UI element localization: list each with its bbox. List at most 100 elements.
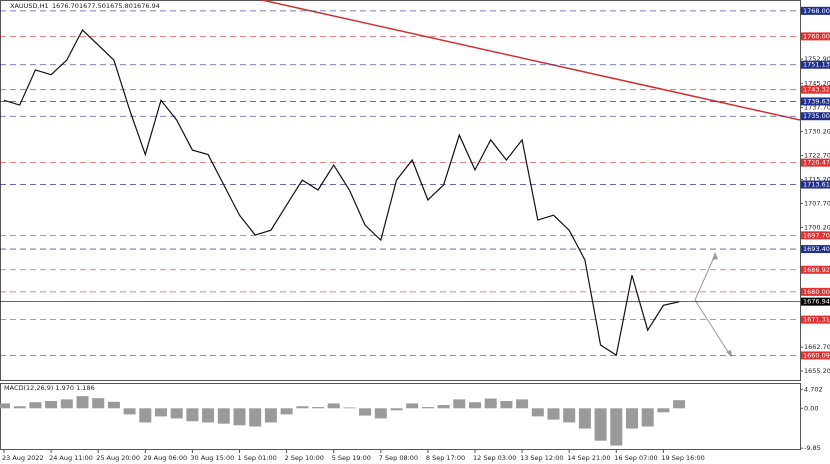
- level-label: 1768.00: [803, 7, 830, 15]
- macd-bar: [500, 401, 513, 409]
- y-tick-label: -9.85: [804, 444, 821, 452]
- forecast-arrow-down: [694, 299, 731, 356]
- quote-value: 1675.80: [106, 2, 133, 10]
- macd-bar: [13, 406, 26, 409]
- level-box: [801, 287, 830, 296]
- level-label: 1743.32: [803, 86, 830, 94]
- level-box: [801, 265, 830, 274]
- macd-pane: [0, 383, 801, 450]
- macd-bar: [484, 398, 497, 409]
- y-tick-label: 1715.20: [804, 175, 830, 183]
- macd-bar: [249, 408, 262, 427]
- macd-bar: [437, 405, 450, 409]
- macd-bar: [0, 403, 10, 409]
- macd-bar: [296, 406, 309, 409]
- macd-bar: [170, 408, 183, 419]
- macd-bar: [657, 408, 670, 413]
- price-line: [3, 29, 680, 357]
- macd-bar: [453, 399, 466, 409]
- symbol: XAUUSD,H1: [10, 2, 49, 10]
- level-label: 1720.47: [803, 159, 830, 167]
- macd-bar: [107, 401, 120, 409]
- macd-bar: [343, 407, 356, 409]
- macd-bar: [139, 408, 152, 423]
- x-tick-label: 5 Sep 19:00: [332, 454, 371, 462]
- level-label: 1739.63: [803, 97, 830, 105]
- x-tick-label: 7 Sep 08:00: [379, 454, 418, 462]
- macd-title: MACD(12,26,9) 1.970 1.186: [4, 384, 95, 392]
- level-box: [801, 32, 830, 41]
- x-tick-label: 1 Sep 01:00: [238, 454, 277, 462]
- quote-value: 1676.70: [52, 2, 79, 10]
- x-tick-label: 25 Aug 20:00: [96, 454, 140, 462]
- x-tick-label: 30 Aug 15:00: [190, 454, 234, 462]
- level-label: 1680.00: [803, 288, 830, 296]
- x-tick-label: 12 Sep 03:00: [473, 454, 516, 462]
- level-box: [801, 158, 830, 167]
- macd-bar: [516, 399, 529, 409]
- level-label: 1697.70: [803, 231, 830, 239]
- level-box: [801, 351, 830, 360]
- x-tick-label: 14 Sep 21:00: [567, 454, 610, 462]
- x-tick-label: 13 Sep 12:00: [520, 454, 563, 462]
- level-label: 1760.00: [803, 32, 830, 40]
- y-tick-label: 1662.70: [804, 343, 830, 351]
- level-label: 1660.09: [803, 351, 830, 359]
- macd-bar: [312, 407, 324, 409]
- macd-bar: [610, 408, 623, 446]
- macd-bar: [469, 402, 481, 409]
- y-tick-label: 1655.20: [804, 367, 830, 375]
- level-box: [801, 6, 830, 15]
- trend-line: [261, 0, 801, 121]
- y-tick-label: 4.702: [804, 385, 823, 393]
- macd-bar: [594, 408, 607, 441]
- level-box: [801, 297, 830, 306]
- macd-bar: [531, 408, 544, 417]
- arrow-head: [712, 252, 718, 260]
- macd-bar: [626, 408, 638, 429]
- forecast-arrow-up: [694, 254, 716, 301]
- level-box: [801, 97, 830, 106]
- macd-bar: [45, 401, 58, 409]
- macd-bar: [673, 400, 686, 409]
- quote-value: 1676.94: [133, 2, 160, 10]
- level-box: [801, 112, 830, 121]
- level-label: 1686.92: [803, 266, 830, 274]
- y-tick-label: 1707.70: [804, 199, 830, 207]
- y-tick-label: 0.00: [804, 404, 818, 412]
- macd-bar: [390, 408, 403, 411]
- y-tick-label: 1722.70: [804, 152, 830, 160]
- macd-bar: [264, 408, 277, 423]
- macd-bar: [123, 408, 136, 415]
- level-label: 1713.61: [803, 181, 830, 189]
- level-box: [801, 315, 830, 324]
- level-label: 1751.13: [803, 61, 830, 69]
- level-box: [801, 180, 830, 189]
- level-label: 1671.31: [803, 316, 830, 324]
- y-tick-label: 1745.20: [804, 80, 830, 88]
- x-tick-label: 8 Sep 17:00: [426, 454, 465, 462]
- macd-bar: [421, 407, 434, 409]
- x-tick-label: 19 Sep 16:00: [661, 454, 704, 462]
- level-box: [801, 231, 830, 240]
- macd-bar: [155, 408, 167, 417]
- macd-bar: [327, 403, 340, 409]
- macd-bar: [233, 408, 246, 426]
- x-tick-label: 16 Sep 07:00: [614, 454, 657, 462]
- level-box: [801, 85, 830, 94]
- level-label: 1676.94: [803, 298, 830, 306]
- macd-bar: [578, 408, 591, 429]
- macd-bar: [217, 408, 230, 424]
- macd-bar: [76, 396, 89, 409]
- y-tick-label: 1700.20: [804, 223, 830, 231]
- macd-bar: [92, 398, 105, 409]
- level-box: [801, 245, 830, 254]
- macd-bar: [374, 408, 387, 419]
- macd-bar: [186, 408, 199, 422]
- macd-bar: [202, 408, 215, 423]
- price-pane: [0, 0, 801, 381]
- level-label: 1735.00: [803, 112, 830, 120]
- macd-bar: [406, 403, 419, 409]
